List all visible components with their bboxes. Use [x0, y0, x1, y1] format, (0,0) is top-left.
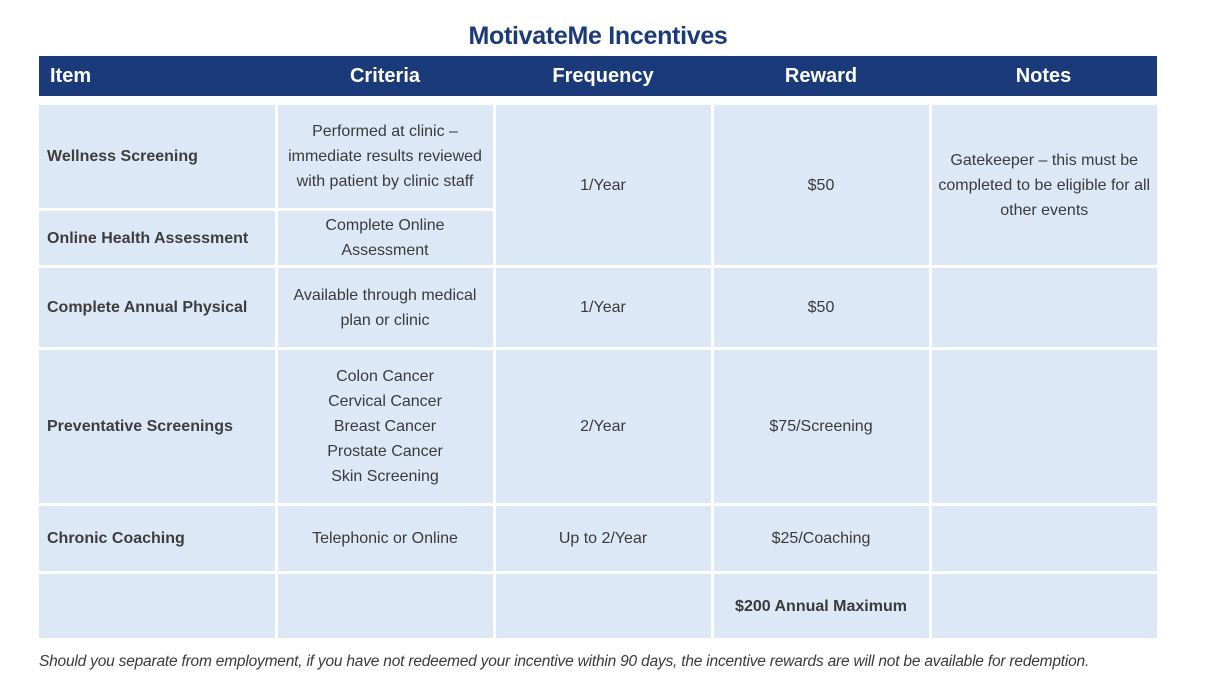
table-row-wellness: Wellness Screening Performed at clinic –… — [39, 102, 1157, 268]
criteria-line: Cervical Cancer — [328, 393, 442, 410]
frequency-cell: 2/Year — [492, 347, 714, 506]
header-frequency: Frequency — [494, 56, 712, 96]
empty-cell — [928, 571, 1157, 641]
notes-line: Gatekeeper – this must be — [950, 151, 1139, 169]
item-cell: Preventative Screenings — [39, 347, 278, 506]
header-reward: Reward — [712, 56, 930, 96]
criteria-cell: Colon Cancer Cervical Cancer Breast Canc… — [274, 347, 496, 506]
footnote: Should you separate from employment, if … — [39, 653, 1090, 670]
header-criteria: Criteria — [276, 56, 494, 96]
notes-cell — [928, 503, 1157, 574]
criteria-line: Colon Cancer — [336, 368, 434, 385]
criteria-cell: Performed at clinic – immediate results … — [274, 102, 496, 211]
notes-cell: Gatekeeper – this must be completed to b… — [928, 102, 1157, 268]
frequency-cell: 1/Year — [492, 102, 714, 268]
item-cell: Complete Annual Physical — [39, 265, 278, 350]
criteria-line: Available through medical — [293, 286, 477, 304]
table-header-row: Item Criteria Frequency Reward Notes — [39, 56, 1157, 96]
table-row-maximum: $200 Annual Maximum — [39, 571, 1157, 641]
criteria-cell: Telephonic or Online — [274, 503, 496, 574]
reward-cell: $25/Coaching — [710, 503, 932, 574]
notes-cell — [928, 347, 1157, 506]
frequency-cell: Up to 2/Year — [492, 503, 714, 574]
criteria-cell: Available through medical plan or clinic — [274, 265, 496, 350]
empty-cell — [492, 571, 714, 641]
notes-line: other events — [1000, 201, 1089, 219]
criteria-cell: Complete Online Assessment — [274, 208, 494, 268]
reward-cell: $75/Screening — [710, 347, 932, 506]
criteria-line: plan or clinic — [340, 311, 430, 329]
item-cell: Wellness Screening — [39, 102, 278, 211]
criteria-line: with patient by clinic staff — [296, 173, 474, 190]
annual-maximum-cell: $200 Annual Maximum — [710, 571, 932, 641]
table-row-coaching: Chronic Coaching Telephonic or Online Up… — [39, 503, 1157, 574]
criteria-line: Performed at clinic – — [312, 123, 458, 140]
criteria-line: Prostate Cancer — [327, 443, 443, 460]
notes-line: completed to be eligible for all — [938, 176, 1151, 194]
item-cell: Online Health Assessment — [39, 208, 278, 268]
empty-cell — [39, 571, 278, 641]
header-item: Item — [39, 56, 276, 96]
criteria-line: Skin Screening — [331, 468, 439, 485]
header-notes: Notes — [930, 56, 1157, 96]
reward-cell: $50 — [710, 102, 932, 268]
table-row-physical: Complete Annual Physical Available throu… — [39, 265, 1157, 350]
item-cell: Chronic Coaching — [39, 503, 278, 574]
page-title: MotivateMe Incentives — [468, 22, 728, 50]
table-row-preventative: Preventative Screenings Colon Cancer Cer… — [39, 347, 1157, 506]
reward-cell: $50 — [710, 265, 932, 350]
incentives-table: Item Criteria Frequency Reward Notes Wel… — [39, 56, 1157, 641]
frequency-cell: 1/Year — [492, 265, 714, 350]
empty-cell — [274, 571, 496, 641]
criteria-line: immediate results reviewed — [288, 148, 482, 165]
table-row-assessment: Online Health Assessment Complete Online… — [39, 208, 1157, 268]
notes-cell — [928, 265, 1157, 350]
criteria-line: Breast Cancer — [333, 418, 437, 435]
